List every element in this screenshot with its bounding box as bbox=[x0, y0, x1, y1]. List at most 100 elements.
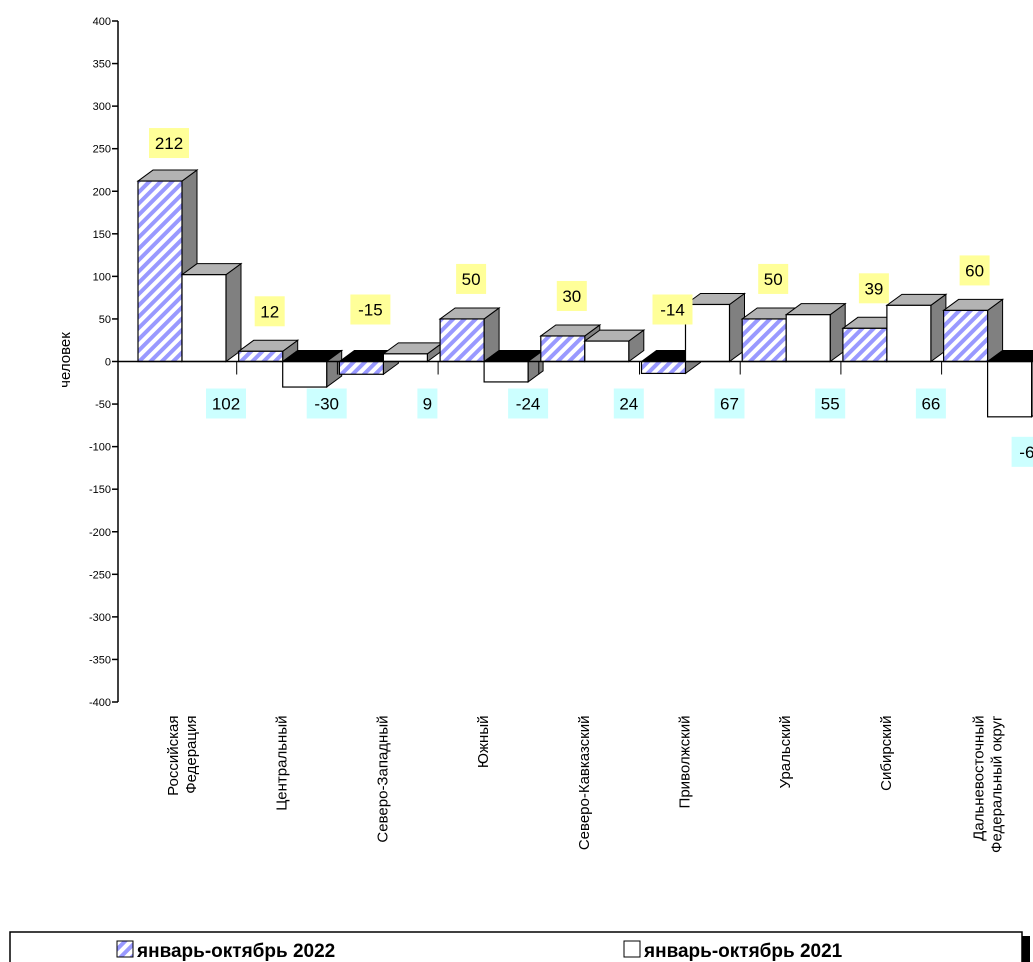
bar-front bbox=[640, 360, 687, 375]
data-label-0-2: -15 bbox=[350, 294, 391, 325]
category-label: Приволжский bbox=[677, 716, 694, 809]
bar-1-5 bbox=[683, 292, 747, 363]
data-label-0-4: 30 bbox=[556, 280, 587, 311]
category-label: Сибирский bbox=[878, 716, 895, 791]
legend-swatch-2022 bbox=[116, 940, 134, 958]
bar-1-3 bbox=[482, 349, 545, 383]
bar-front bbox=[842, 327, 888, 363]
data-label-text: -15 bbox=[358, 301, 383, 320]
y-tick-label: 250 bbox=[93, 144, 111, 156]
data-label-0-1: 12 bbox=[254, 296, 285, 327]
category-label: Российская bbox=[165, 716, 182, 796]
data-label-1-1: -30 bbox=[306, 388, 347, 419]
category-label: Дальневосточный bbox=[971, 716, 988, 841]
data-label-text: 67 bbox=[720, 395, 739, 414]
data-label-bg bbox=[306, 388, 347, 419]
category-label: Северо-Кавказский bbox=[576, 716, 593, 851]
bar-0-8 bbox=[942, 298, 1005, 363]
bar-1-8 bbox=[986, 350, 1033, 418]
bar-front bbox=[338, 360, 384, 375]
data-label-bg bbox=[456, 263, 487, 294]
data-label-1-7: 66 bbox=[915, 388, 946, 419]
y-tick-label: -350 bbox=[89, 654, 111, 666]
y-tick-label: 100 bbox=[93, 271, 111, 283]
y-tick-label: 0 bbox=[105, 357, 111, 369]
data-label-1-8: -65 bbox=[1011, 436, 1033, 467]
category-label: Южный bbox=[475, 716, 492, 769]
data-label-bg bbox=[417, 388, 438, 419]
bar-front bbox=[741, 318, 787, 363]
bar-1-0 bbox=[180, 262, 243, 363]
data-label-text: 60 bbox=[965, 261, 984, 280]
y-tick-label: 200 bbox=[93, 186, 111, 198]
bar-front bbox=[282, 360, 328, 388]
y-tick-label: 50 bbox=[99, 314, 111, 326]
data-label-bg bbox=[758, 263, 789, 294]
y-tick-label: -100 bbox=[89, 442, 111, 454]
legend-frame bbox=[9, 931, 1023, 962]
data-label-text: 212 bbox=[155, 134, 183, 153]
category-label: Уральский bbox=[777, 716, 794, 789]
data-label-text: 55 bbox=[821, 395, 840, 414]
bar-front bbox=[137, 180, 183, 363]
data-label-0-3: 50 bbox=[456, 263, 487, 294]
data-label-1-2: 9 bbox=[417, 388, 438, 419]
y-tick-label: -400 bbox=[89, 697, 111, 709]
bar-1-7 bbox=[885, 293, 948, 363]
data-label-bg bbox=[959, 255, 990, 286]
data-label-0-0: 212 bbox=[149, 128, 189, 159]
data-label-bg bbox=[206, 388, 246, 419]
category-label: Федеральный округ bbox=[989, 715, 1006, 853]
data-label-bg bbox=[815, 388, 846, 419]
bar-front bbox=[439, 318, 485, 363]
data-label-bg bbox=[350, 294, 391, 325]
y-axis-label: человек bbox=[57, 332, 74, 388]
data-label-text: -24 bbox=[516, 395, 541, 414]
y-tick-label: -50 bbox=[95, 399, 111, 411]
legend: январь-октябрь 2022 январь-октябрь 2021 bbox=[9, 931, 1030, 962]
bar-front bbox=[483, 360, 529, 383]
data-label-1-0: 102 bbox=[206, 388, 246, 419]
data-label-text: 9 bbox=[423, 395, 432, 414]
data-label-text: 50 bbox=[462, 270, 481, 289]
data-label-bg bbox=[1011, 436, 1033, 467]
legend-entry-2021: январь-октябрь 2021 bbox=[643, 941, 843, 962]
y-tick-label: 350 bbox=[93, 59, 111, 71]
data-label-0-7: 39 bbox=[858, 273, 889, 304]
data-label-text: 24 bbox=[619, 395, 638, 414]
data-label-1-5: 67 bbox=[714, 388, 745, 419]
data-label-text: 50 bbox=[764, 270, 783, 289]
bar-front bbox=[584, 340, 630, 363]
bar-0-3 bbox=[438, 306, 501, 363]
data-label-1-4: 24 bbox=[613, 388, 644, 419]
bar-side bbox=[225, 262, 242, 363]
data-label-0-6: 50 bbox=[758, 263, 789, 294]
bar-1-4 bbox=[583, 329, 646, 363]
data-label-0-8: 60 bbox=[959, 255, 990, 286]
data-label-bg bbox=[858, 273, 889, 304]
category-label: Северо-Западный bbox=[374, 716, 391, 843]
bar-front bbox=[986, 360, 1033, 418]
data-label-text: 39 bbox=[864, 279, 883, 298]
data-label-bg bbox=[915, 388, 946, 419]
data-label-bg bbox=[613, 388, 644, 419]
data-label-1-6: 55 bbox=[815, 388, 846, 419]
bar-front bbox=[181, 274, 227, 363]
data-label-text: 102 bbox=[212, 395, 240, 414]
data-label-bg bbox=[149, 128, 189, 159]
data-label-bg bbox=[652, 294, 693, 325]
bar-1-1 bbox=[281, 349, 344, 389]
legend-frame-shadow bbox=[1022, 936, 1030, 962]
data-label-bg bbox=[508, 388, 549, 419]
bar-front bbox=[785, 314, 831, 363]
data-label-0-5: -14 bbox=[652, 294, 693, 325]
bar-front bbox=[942, 309, 989, 363]
bar-front bbox=[684, 303, 731, 363]
bar-front bbox=[382, 353, 428, 363]
data-label-text: 30 bbox=[562, 287, 581, 306]
data-label-text: -14 bbox=[660, 301, 685, 320]
bar-front bbox=[540, 335, 586, 363]
data-label-1-3: -24 bbox=[508, 388, 549, 419]
data-label-text: 66 bbox=[921, 395, 940, 414]
